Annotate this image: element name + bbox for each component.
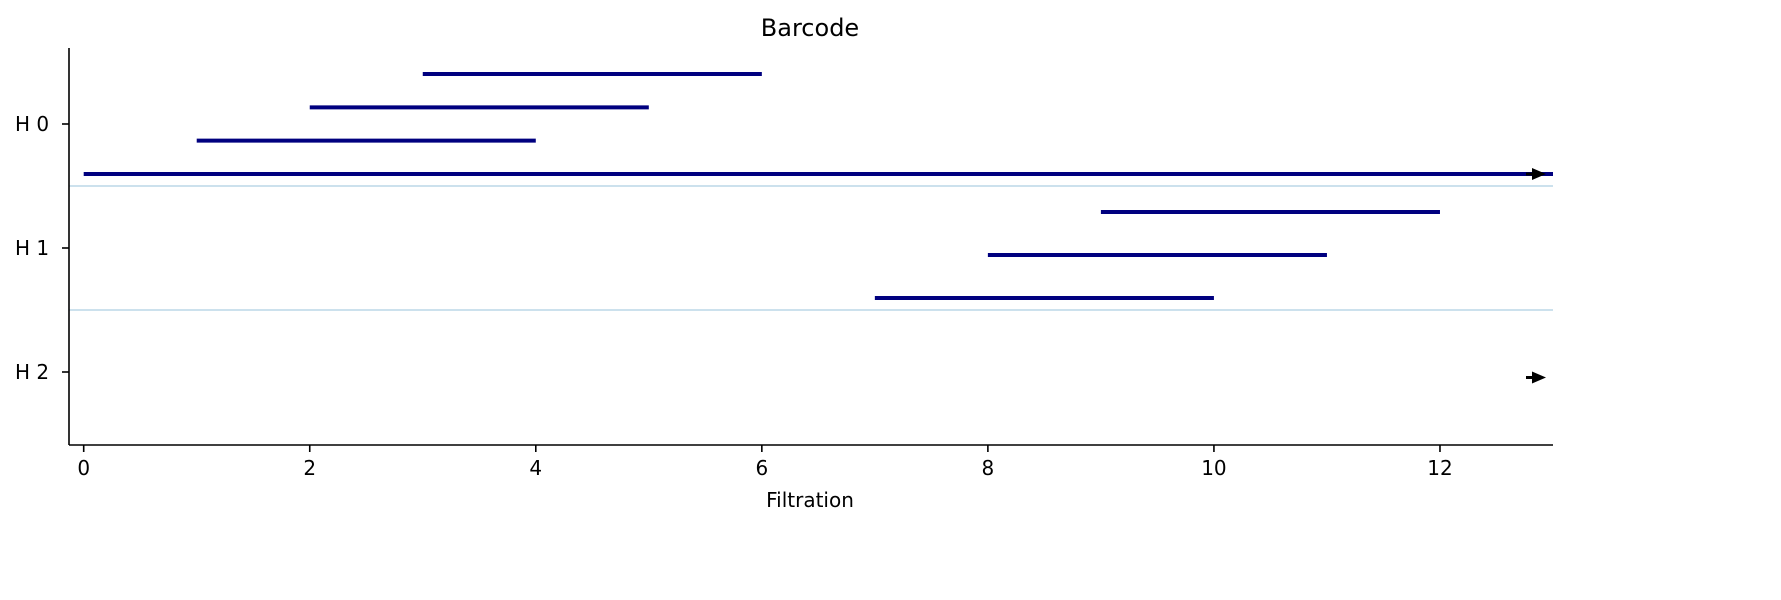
infinite-arrow-head [1532,168,1546,180]
axes [68,48,1553,446]
x-tick-label: 8 [982,456,995,480]
x-tick-label: 0 [77,456,90,480]
chart-title: Barcode [761,14,859,42]
x-tick-label: 10 [1201,456,1226,480]
barcode-bars [83,72,1553,300]
x-axis-label: Filtration [766,488,854,512]
y-tick-label: H 1 [15,236,49,260]
x-tick-label: 6 [755,456,768,480]
group-separators [69,185,1553,311]
infinite-arrows [1526,168,1546,384]
infinite-arrow-head [1532,371,1546,384]
y-tick-label: H 0 [15,112,49,136]
y-tick-label: H 2 [15,360,49,384]
x-tick-label: 2 [303,456,316,480]
x-tick-label: 12 [1427,456,1452,480]
y-ticks: H 0 H 1 H 2 [15,112,69,384]
x-tick-label: 4 [529,456,542,480]
x-ticks: 0 2 4 6 8 10 12 [77,445,1453,480]
